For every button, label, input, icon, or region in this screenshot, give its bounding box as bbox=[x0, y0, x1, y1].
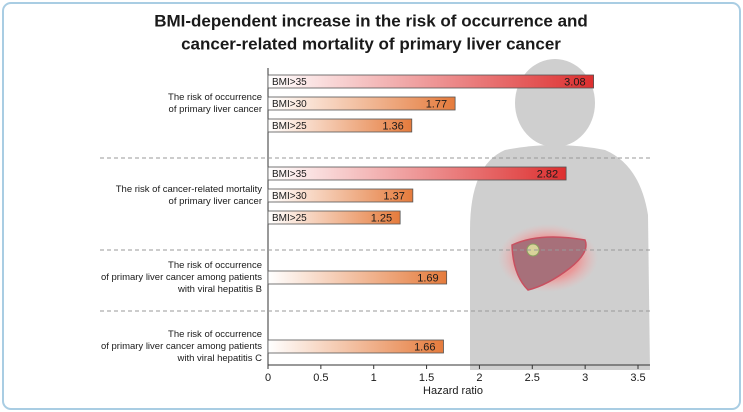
x-tick-label: 3 bbox=[582, 372, 588, 384]
x-tick-label: 0.5 bbox=[313, 372, 328, 384]
bar bbox=[267, 270, 448, 285]
chart-title: cancer-related mortality of primary live… bbox=[181, 34, 561, 53]
value-label: 1.25 bbox=[371, 212, 392, 224]
x-tick-label: 1.5 bbox=[419, 372, 434, 384]
value-label: 1.77 bbox=[426, 98, 447, 110]
bar-category: BMI>35 bbox=[272, 169, 307, 180]
group-label: with viral hepatitis C bbox=[177, 353, 263, 364]
value-label: 1.36 bbox=[382, 120, 403, 132]
x-tick-label: 3.5 bbox=[630, 372, 645, 384]
x-tick-label: 2 bbox=[476, 372, 482, 384]
group-label: of primary liver cancer among patients bbox=[101, 341, 262, 352]
group-label: with viral hepatitis B bbox=[177, 284, 262, 295]
x-axis-label: Hazard ratio bbox=[423, 385, 483, 397]
value-label: 1.37 bbox=[383, 190, 404, 202]
bar bbox=[267, 210, 401, 225]
value-label: 1.66 bbox=[414, 341, 435, 353]
liver-icon bbox=[498, 224, 598, 292]
group-label: The risk of cancer-related mortality bbox=[116, 184, 262, 195]
x-tick-label: 2.5 bbox=[525, 372, 540, 384]
bar bbox=[267, 74, 595, 89]
bar-category: BMI>30 bbox=[272, 191, 307, 202]
x-tick-label: 1 bbox=[371, 372, 377, 384]
bar-category: BMI>30 bbox=[272, 99, 307, 110]
bar-category: BMI>25 bbox=[272, 213, 307, 224]
value-label: 3.08 bbox=[564, 76, 585, 88]
group-label: of primary liver cancer bbox=[169, 104, 262, 115]
bar bbox=[267, 118, 413, 133]
bar-category: BMI>25 bbox=[272, 121, 307, 132]
group-label: The risk of occurrence bbox=[168, 329, 262, 340]
bar-category: BMI>35 bbox=[272, 77, 307, 88]
group-label: of primary liver cancer bbox=[169, 196, 262, 207]
value-label: 2.82 bbox=[537, 168, 558, 180]
chart-title: BMI-dependent increase in the risk of oc… bbox=[154, 11, 588, 30]
x-tick-label: 0 bbox=[265, 372, 271, 384]
bar bbox=[267, 339, 444, 354]
group-label: of primary liver cancer among patients bbox=[101, 272, 262, 283]
value-label: 1.69 bbox=[417, 272, 438, 284]
group-label: The risk of occurrence bbox=[168, 92, 262, 103]
group-label: The risk of occurrence bbox=[168, 260, 262, 271]
bar bbox=[267, 96, 456, 111]
bar bbox=[267, 166, 567, 181]
bar bbox=[267, 188, 414, 203]
